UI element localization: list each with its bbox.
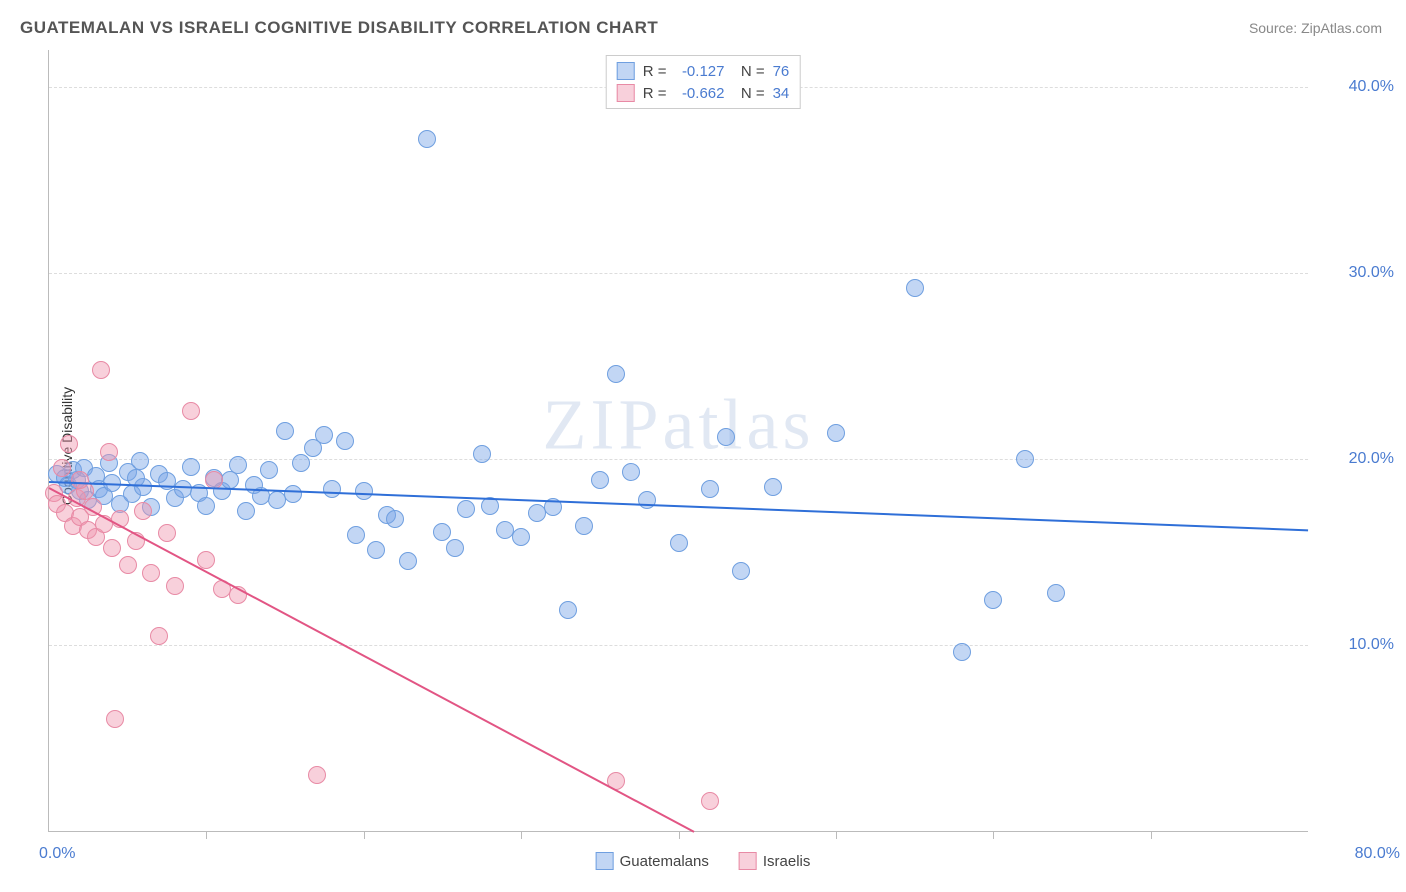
scatter-point (638, 491, 656, 509)
legend-swatch-icon (739, 852, 757, 870)
scatter-point (559, 601, 577, 619)
bottom-legend: Guatemalans Israelis (596, 852, 811, 870)
legend-label: Guatemalans (620, 853, 709, 870)
y-tick-label: 30.0% (1314, 264, 1394, 282)
x-tick (836, 831, 837, 839)
stat-n-value: 34 (773, 85, 790, 102)
scatter-point (284, 485, 302, 503)
scatter-point (457, 500, 475, 518)
scatter-point (131, 452, 149, 470)
legend-label: Israelis (763, 853, 811, 870)
scatter-point (119, 556, 137, 574)
x-tick (521, 831, 522, 839)
scatter-point (166, 577, 184, 595)
stat-n-label: N = (732, 63, 764, 80)
scatter-point (1047, 584, 1065, 602)
stat-r-label: R = (643, 63, 667, 80)
scatter-point (386, 510, 404, 528)
scatter-point (670, 534, 688, 552)
scatter-point (308, 766, 326, 784)
scatter-point (158, 524, 176, 542)
scatter-point (433, 523, 451, 541)
scatter-point (197, 497, 215, 515)
scatter-point (142, 564, 160, 582)
scatter-point (197, 551, 215, 569)
x-tick (993, 831, 994, 839)
legend-swatch-icon (596, 852, 614, 870)
scatter-point (103, 539, 121, 557)
scatter-point (182, 402, 200, 420)
chart-title: GUATEMALAN VS ISRAELI COGNITIVE DISABILI… (20, 18, 658, 38)
stat-r-label: R = (643, 85, 667, 102)
scatter-point (276, 422, 294, 440)
scatter-point (205, 471, 223, 489)
scatter-point (607, 365, 625, 383)
scatter-point (229, 456, 247, 474)
scatter-point (60, 435, 78, 453)
stat-n-label: N = (732, 85, 764, 102)
source-attribution: Source: ZipAtlas.com (1249, 20, 1382, 36)
scatter-point (92, 361, 110, 379)
stats-legend-box: R = -0.127 N = 76 R = -0.662 N = 34 (606, 55, 801, 109)
scatter-point (622, 463, 640, 481)
stats-row-series-0: R = -0.127 N = 76 (617, 60, 790, 82)
stat-r-value: -0.127 (674, 63, 724, 80)
x-tick (1151, 831, 1152, 839)
chart-container: GUATEMALAN VS ISRAELI COGNITIVE DISABILI… (0, 0, 1406, 892)
scatter-point (347, 526, 365, 544)
y-tick-label: 40.0% (1314, 78, 1394, 96)
plot-area: ZIPatlas 0.0% 80.0% 10.0%20.0%30.0%40.0% (48, 50, 1308, 832)
scatter-point (71, 471, 89, 489)
stats-row-series-1: R = -0.662 N = 34 (617, 82, 790, 104)
x-tick (364, 831, 365, 839)
scatter-point (446, 539, 464, 557)
scatter-point (237, 502, 255, 520)
scatter-point (399, 552, 417, 570)
legend-swatch-icon (617, 62, 635, 80)
legend-swatch-icon (617, 84, 635, 102)
x-tick (679, 831, 680, 839)
legend-item-0: Guatemalans (596, 852, 709, 870)
y-tick-label: 20.0% (1314, 450, 1394, 468)
x-tick (206, 831, 207, 839)
scatter-point (717, 428, 735, 446)
scatter-point (106, 710, 124, 728)
scatter-point (827, 424, 845, 442)
scatter-point (100, 443, 118, 461)
scatter-point (591, 471, 609, 489)
gridline (49, 645, 1308, 646)
x-axis-min-label: 0.0% (39, 845, 75, 863)
scatter-point (701, 792, 719, 810)
scatter-point (260, 461, 278, 479)
y-tick-label: 10.0% (1314, 636, 1394, 654)
scatter-point (367, 541, 385, 559)
scatter-point (323, 480, 341, 498)
scatter-point (53, 459, 71, 477)
scatter-point (182, 458, 200, 476)
scatter-point (701, 480, 719, 498)
scatter-point (315, 426, 333, 444)
scatter-point (953, 643, 971, 661)
gridline (49, 273, 1308, 274)
scatter-point (355, 482, 373, 500)
scatter-point (732, 562, 750, 580)
trend-line (49, 487, 695, 833)
scatter-point (575, 517, 593, 535)
scatter-point (764, 478, 782, 496)
scatter-point (1016, 450, 1034, 468)
scatter-point (418, 130, 436, 148)
scatter-point (906, 279, 924, 297)
scatter-point (336, 432, 354, 450)
scatter-point (292, 454, 310, 472)
legend-item-1: Israelis (739, 852, 811, 870)
scatter-point (984, 591, 1002, 609)
scatter-point (134, 502, 152, 520)
stat-r-value: -0.662 (674, 85, 724, 102)
scatter-point (512, 528, 530, 546)
x-axis-max-label: 80.0% (1355, 845, 1400, 863)
scatter-point (150, 627, 168, 645)
scatter-point (473, 445, 491, 463)
watermark-text: ZIPatlas (543, 383, 815, 466)
stat-n-value: 76 (773, 63, 790, 80)
